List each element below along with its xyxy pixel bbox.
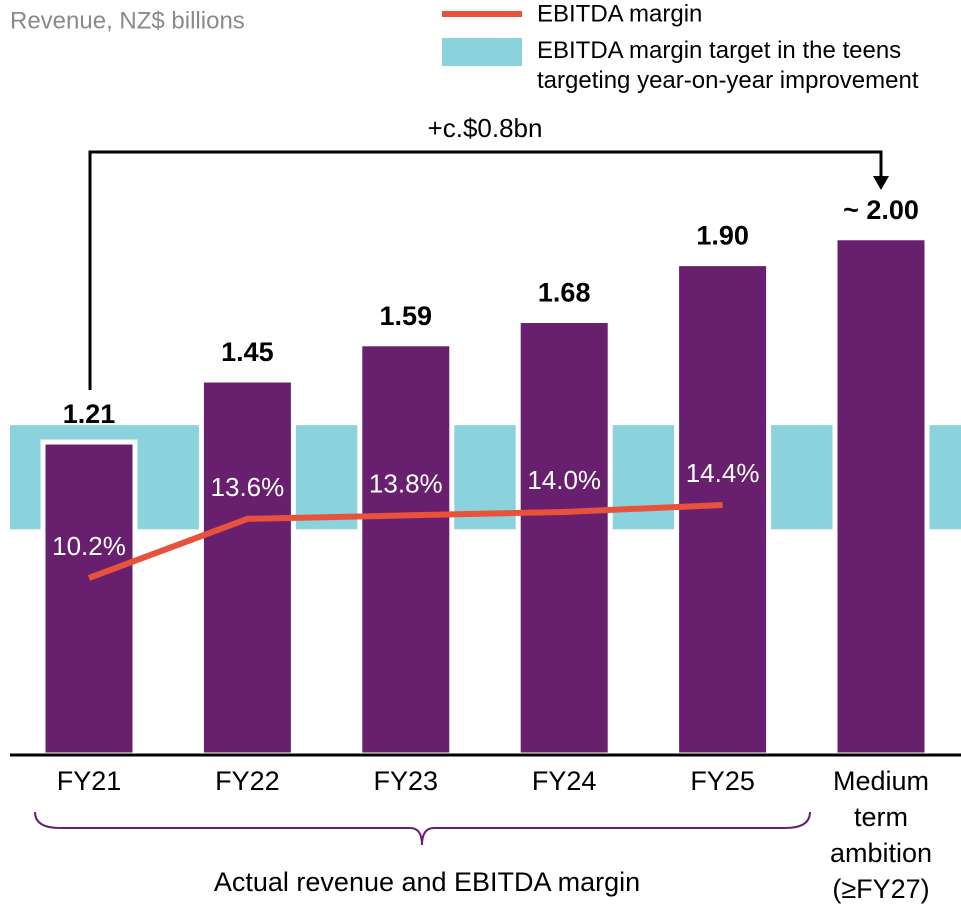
value-label: 1.21 — [63, 399, 116, 429]
margin-label: 13.6% — [211, 472, 285, 502]
value-label: 1.59 — [380, 301, 433, 331]
x-tick-label: FY25 — [690, 766, 755, 796]
x-tick-label: FY23 — [373, 766, 439, 796]
x-tick-label: FY22 — [215, 766, 280, 796]
legend-label: EBITDA margin — [537, 0, 702, 27]
annotation: +c.$0.8bn — [428, 113, 543, 143]
x-tick-label: Medium term ambition (≥FY27) — [829, 766, 933, 904]
legend-swatch — [442, 38, 522, 66]
bar — [198, 377, 296, 758]
margin-label: 14.4% — [686, 458, 760, 488]
value-label: 1.68 — [538, 278, 591, 308]
brace — [34, 811, 811, 846]
bar — [515, 318, 613, 758]
legend-label: EBITDA margin target in the teens target… — [537, 37, 919, 94]
bar — [832, 235, 930, 758]
value-label: 1.45 — [221, 337, 274, 367]
y-axis-label: Revenue, NZ$ billions — [10, 7, 245, 34]
bar — [40, 439, 138, 758]
value-label: 1.90 — [696, 221, 749, 251]
margin-label: 14.0% — [527, 465, 601, 495]
margin-label: 10.2% — [52, 531, 126, 561]
annotation: Actual revenue and EBITDA margin — [214, 867, 640, 897]
margin-line — [87, 502, 723, 581]
bar — [357, 341, 455, 758]
value-label: ~ 2.00 — [843, 195, 919, 225]
arrow-head — [873, 176, 889, 190]
margin-label: 13.8% — [369, 468, 443, 498]
bracket-arrow — [88, 150, 883, 390]
x-tick-label: FY24 — [531, 766, 597, 796]
x-tick-label: FY21 — [56, 766, 122, 796]
